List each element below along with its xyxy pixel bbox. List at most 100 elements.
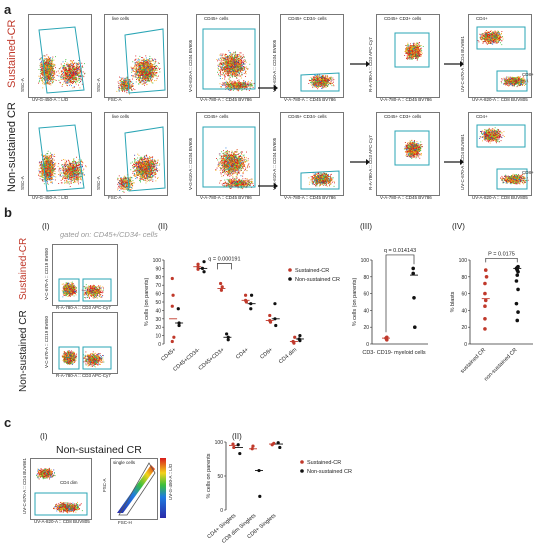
- data-point: [483, 317, 487, 321]
- data-point: [202, 270, 206, 274]
- axis-label-y: UV-C-670-A :: CD4 BUV661: [22, 457, 27, 514]
- x-tick-label: sustained CR: [460, 347, 488, 375]
- chart-b-ii: 0 10 20 30 40 50 60 70 80 90 100 % cells (on parent…: [144, 256, 340, 372]
- flow-svg: [38, 124, 87, 192]
- gate-outline: [202, 28, 256, 90]
- data-point: [225, 332, 229, 336]
- panel-letter-b: b: [4, 205, 12, 220]
- density-cloud: [38, 150, 87, 187]
- legend-label: Non-sustained CR: [307, 469, 352, 475]
- y-axis-title: % blasts: [450, 291, 456, 312]
- data-point: [268, 313, 272, 318]
- density-cloud: [479, 127, 529, 185]
- y-tick-label: 100: [215, 440, 224, 446]
- data-point: [170, 304, 174, 308]
- gate-label: CD4+: [476, 16, 488, 21]
- data-point: [232, 445, 236, 450]
- gate-label: CD45+ CD34- cells: [288, 114, 327, 119]
- x-axis-title: CD3- CD19- myeloid cells: [362, 350, 426, 356]
- data-point: [251, 444, 255, 448]
- axis-label-y: SSC-A: [96, 78, 101, 92]
- density-cloud: [116, 55, 161, 95]
- density-cloud: [403, 139, 423, 159]
- flow-svg: [476, 124, 529, 190]
- gate-label: live cells: [112, 16, 130, 21]
- axis-label-x: FSC-A: [108, 97, 122, 102]
- axis-label-y: V-C-670-A :: CD19 BV650: [44, 315, 49, 368]
- gate-label: CD45+ CD3+ cells: [384, 114, 422, 119]
- data-point: [516, 287, 520, 292]
- density-cloud: [404, 42, 424, 61]
- flow-plot-a-1-0: [28, 112, 92, 196]
- y-tick-label: 80: [363, 275, 369, 281]
- flow-svg: [116, 28, 166, 95]
- row-label-nonsustained-b: Non-sustained CR: [18, 310, 29, 392]
- data-point: [219, 288, 224, 292]
- axis-label-x: UV-A-820-A :: CD8 BUV805: [472, 97, 528, 102]
- data-point: [176, 307, 180, 311]
- y-tick-label: 70: [155, 283, 161, 289]
- flow-plot-b-nonsustained: [52, 312, 118, 374]
- data-point: [226, 338, 230, 342]
- legend-marker: [288, 277, 292, 281]
- y-tick-label: 20: [461, 325, 467, 331]
- y-tick-label: 60: [155, 292, 161, 298]
- row-label-nonsustained-a: Non-sustained CR: [6, 102, 18, 192]
- y-tick-label: 100: [153, 258, 162, 264]
- x-tick-label: CD4+: [235, 347, 250, 361]
- y-tick-label: 20: [363, 325, 369, 331]
- gate-outline: [58, 278, 80, 302]
- data-point: [483, 298, 488, 303]
- c-sub2-label: (II): [232, 432, 242, 441]
- significance-bracket: [217, 263, 232, 270]
- data-point: [244, 300, 248, 304]
- gate-outline: [124, 126, 166, 192]
- gate-arrow: [350, 159, 370, 165]
- chart-b-iv: 0 20 40 60 80 100 % blasts sustained CRnon-sust…: [450, 251, 533, 383]
- density-cloud: [216, 50, 256, 92]
- flow-svg: [394, 130, 430, 166]
- density-cloud: [477, 30, 529, 88]
- x-tick-label: CD8+: [259, 347, 274, 361]
- b-sub4-label: (IV): [452, 222, 465, 231]
- gate-outline: [82, 346, 112, 370]
- y-tick-label: 50: [217, 474, 223, 480]
- data-point: [170, 276, 174, 281]
- data-point: [412, 296, 416, 300]
- data-point: [483, 291, 487, 296]
- data-point: [413, 325, 417, 329]
- axis-label-x: R-A-780-A :: CD3 APC-Cy7: [56, 373, 111, 378]
- axis-label-x: V-A-780-A :: CD45 BV786: [200, 195, 252, 200]
- density-cloud: [215, 147, 254, 190]
- q-value-label: q = 0.000191: [208, 256, 240, 262]
- flow-plot-a-1-1: [104, 112, 168, 196]
- gate-outline: [82, 278, 112, 302]
- b-sub2-label: (II): [158, 222, 168, 231]
- flow-svg: [202, 28, 256, 92]
- data-point: [177, 323, 181, 328]
- x-tick-label: CD45+: [160, 347, 177, 363]
- flow-svg: [117, 462, 156, 516]
- y-tick-label: 100: [361, 258, 370, 264]
- density-cloud: [117, 153, 161, 193]
- flow-svg: [38, 26, 86, 94]
- gate-outline: [58, 346, 80, 370]
- data-point: [483, 304, 487, 308]
- legend-label: Non-sustained CR: [295, 277, 340, 283]
- flow-plot-c-cd4cd8: [30, 458, 92, 520]
- flow-svg: [300, 72, 340, 92]
- density-cloud: [308, 74, 335, 90]
- gate-arrow: [444, 61, 464, 67]
- axis-label-x: UV-A-820-A :: CD8 BUV805: [34, 519, 90, 524]
- data-point: [172, 335, 176, 339]
- data-point: [514, 301, 519, 306]
- gate-arrow: [258, 85, 278, 91]
- chart-b-iii: 0 20 40 60 80 100 % cells (on parents) q = 0.01…: [352, 248, 428, 356]
- b-sub1-note: gated on: CD45+/CD34- cells: [60, 230, 158, 239]
- flow-svg: [300, 170, 340, 190]
- y-tick-label: 30: [155, 317, 161, 323]
- gate-outline: [300, 170, 340, 190]
- density-cloud: [61, 281, 104, 299]
- data-point: [220, 285, 224, 289]
- flow-plot-a-0-0: [28, 14, 92, 98]
